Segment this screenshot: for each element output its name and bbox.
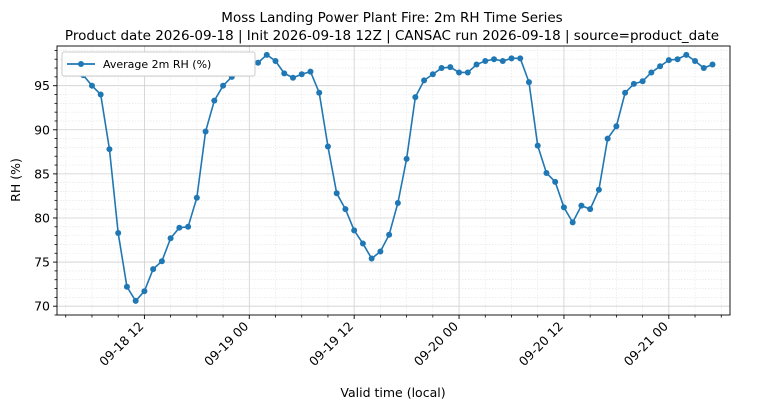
data-point (132, 297, 139, 304)
data-point (255, 59, 262, 66)
series-line (82, 53, 713, 303)
data-point (447, 64, 454, 71)
y-tick-label: 70 (34, 299, 50, 314)
data-point (491, 56, 498, 63)
y-tick-label: 90 (34, 122, 50, 137)
data-point (613, 123, 620, 130)
chart-subtitle: Product date 2026-09-18 | Init 2026-09-1… (65, 28, 719, 44)
data-point (202, 128, 209, 135)
data-point (307, 68, 314, 75)
data-point (412, 94, 419, 101)
data-point (665, 57, 672, 64)
data-point (97, 91, 104, 98)
data-point (657, 63, 664, 70)
y-tick-label: 85 (34, 166, 50, 181)
x-tick-label: 09-20 00 (411, 318, 461, 368)
data-point (674, 56, 681, 63)
x-tick-label: 09-19 00 (201, 318, 251, 368)
data-point (220, 82, 227, 89)
data-point (473, 61, 480, 68)
data-point (692, 57, 699, 64)
data-point (639, 78, 646, 85)
data-point (289, 74, 296, 81)
data-point (464, 69, 471, 76)
x-tick-label: 09-21 00 (621, 318, 671, 368)
data-point (499, 57, 506, 64)
data-point (211, 97, 218, 104)
data-point (316, 89, 323, 96)
legend-marker-swatch (78, 61, 84, 67)
data-point (709, 61, 716, 68)
data-point (595, 186, 602, 193)
data-point (158, 258, 165, 265)
data-point (263, 51, 270, 58)
data-point (193, 194, 200, 201)
data-point (517, 55, 524, 62)
data-point (123, 283, 130, 290)
data-point (324, 143, 331, 150)
data-point (403, 155, 410, 162)
y-axis-label: RH (%) (8, 158, 23, 202)
data-point (429, 71, 436, 78)
data-point (700, 65, 707, 72)
x-tick-label: 09-19 12 (306, 319, 356, 369)
data-point (281, 70, 288, 77)
data-point (456, 69, 463, 76)
data-point (272, 57, 279, 64)
data-point (377, 248, 384, 255)
series-layer (80, 51, 716, 304)
data-point (359, 240, 366, 247)
data-point (167, 235, 174, 242)
data-point (368, 255, 375, 262)
data-point (88, 82, 95, 89)
y-tick-label: 80 (34, 210, 50, 225)
legend: Average 2m RH (%) (61, 51, 256, 77)
data-point (150, 266, 157, 273)
legend-label: Average 2m RH (%) (103, 58, 211, 71)
data-point (176, 224, 183, 231)
data-point (351, 227, 358, 234)
data-point (560, 204, 567, 211)
data-point (141, 288, 148, 295)
y-tick-label: 75 (34, 255, 50, 270)
legend-box (61, 51, 256, 77)
data-point (587, 206, 594, 213)
data-point (604, 135, 611, 142)
data-point (552, 178, 559, 185)
data-point (622, 89, 629, 96)
chart-title: Moss Landing Power Plant Fire: 2m RH Tim… (221, 10, 562, 26)
data-point (421, 77, 428, 84)
grid-layer (57, 46, 730, 316)
data-point (630, 80, 637, 87)
data-point (386, 231, 393, 238)
plot-area-frame (56, 45, 731, 316)
data-point (683, 51, 690, 58)
data-point (333, 190, 340, 197)
data-point (543, 170, 550, 176)
axes: 70 75 80 85 90 95 09-18 12 09-19 00 09-19 12 09-2… (34, 50, 722, 369)
data-point (115, 229, 122, 236)
data-point (578, 202, 585, 209)
data-point (106, 146, 113, 153)
x-axis-label: Valid time (local) (340, 385, 445, 400)
x-tick-label: 09-20 12 (516, 319, 566, 369)
data-point (438, 65, 445, 72)
data-point (482, 57, 489, 64)
data-point (342, 206, 349, 213)
data-point (534, 142, 541, 149)
data-point (394, 199, 401, 206)
data-point (648, 69, 655, 76)
data-point (298, 71, 305, 78)
y-tick-label: 95 (34, 78, 50, 93)
data-point (508, 55, 515, 62)
data-point (569, 219, 576, 226)
data-point (185, 223, 192, 230)
data-point (525, 79, 532, 86)
x-tick-label: 09-18 12 (96, 319, 146, 369)
